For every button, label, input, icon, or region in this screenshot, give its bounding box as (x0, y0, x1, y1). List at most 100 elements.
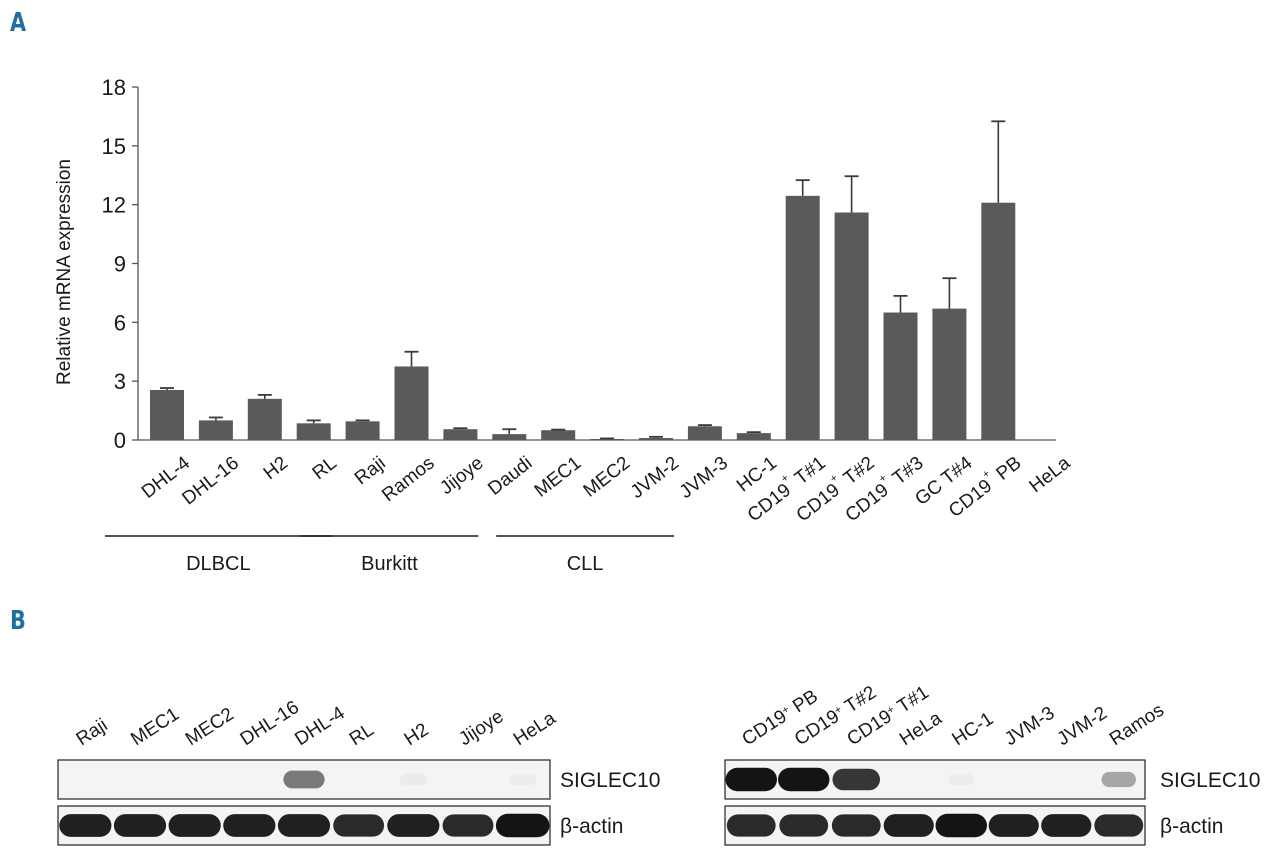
blot-band (509, 774, 536, 785)
blot-band (399, 773, 427, 786)
bar-h2 (247, 398, 282, 440)
blot-band (168, 814, 221, 837)
lane-label: H2 (401, 719, 433, 750)
blot-band (779, 814, 829, 837)
x-tick-label: Jijoye (436, 452, 487, 498)
lane-label-main: JVM-2 (1054, 703, 1111, 751)
x-tick-label: Ramos (378, 452, 438, 506)
x-tick-label-main: RL (309, 452, 341, 484)
x-tick-label: DHL-16 (178, 452, 243, 509)
lane-label-main: DHL-16 (237, 697, 303, 750)
y-axis-ticks: 0 3 6 9 12 15 18 (102, 75, 138, 453)
blot-row-label: SIGLEC10 (1160, 769, 1260, 792)
x-tick-label-main: Ramos (378, 452, 438, 506)
blot-band (1041, 814, 1092, 837)
lane-label: JVM-3 (1001, 703, 1058, 751)
x-tick-label: Daudi (484, 452, 536, 499)
lane-label-main: MEC1 (127, 704, 183, 750)
x-tick-label-main: Jijoye (436, 452, 487, 498)
x-tick-label-main: MEC2 (580, 452, 635, 501)
lane-label: Jijoye (455, 706, 507, 750)
blot-row-label: SIGLEC10 (560, 769, 660, 792)
lane-label-main: DHL-4 (291, 702, 349, 750)
bar-gc-t-4 (932, 308, 967, 440)
bar-chart: Relative mRNA expression 0 3 6 9 12 15 18 DHL-… (54, 75, 1074, 575)
blot-band (935, 813, 987, 838)
blot-row-label: β-actin (1160, 815, 1223, 838)
x-tick-label: JVM-3 (676, 452, 732, 502)
blot-row-siglec10: SIGLEC10 (724, 759, 1260, 800)
bar-dhl-4 (150, 389, 184, 440)
lane-label-main: MEC2 (182, 704, 238, 750)
y-tick-label: 6 (114, 310, 126, 335)
bar-cd19-t-2 (834, 212, 869, 440)
y-tick-label: 3 (114, 369, 126, 394)
x-tick-label: H2 (260, 452, 292, 484)
bar-hc-1 (736, 433, 771, 440)
bar-ramos (394, 366, 429, 440)
group-brackets: DLBCL Burkitt CLL (105, 535, 674, 575)
lane-label: MEC2 (182, 704, 238, 750)
bar-daudi (492, 434, 527, 440)
x-tick-label-main: Raji (351, 452, 390, 489)
x-tick-label: Raji (351, 452, 390, 489)
blot-row-siglec10: SIGLEC10 (57, 759, 660, 800)
bar-rl (296, 423, 331, 440)
lane-label-main: HeLa (510, 708, 560, 751)
y-axis-label: Relative mRNA expression (54, 159, 75, 385)
lane-label: MEC1 (127, 704, 183, 750)
lane-label-main: Jijoye (455, 706, 507, 750)
blot-band (726, 814, 776, 837)
group-label-cll: CLL (567, 553, 604, 575)
lane-label-main: HC-1 (949, 708, 998, 750)
x-tick-label-main: MEC1 (531, 452, 586, 501)
bar-mec1 (541, 430, 576, 440)
blot-band (333, 814, 385, 837)
lane-label-main: Raji (73, 715, 112, 750)
lane-label: RL (346, 719, 378, 750)
blot-row-beta-actin: β-actin (57, 805, 623, 846)
x-tick-label-main: JVM-3 (676, 452, 732, 502)
lane-label-main: RL (346, 719, 378, 750)
blot-row-label: β-actin (560, 815, 623, 838)
bar-jijoye (443, 429, 478, 440)
bar-jvm-3 (687, 426, 722, 440)
x-tick-label-rest: PB (988, 452, 1025, 487)
blot-band (59, 814, 112, 837)
blot-band (883, 814, 934, 837)
bars (150, 120, 1016, 440)
blot-row-beta-actin: β-actin (724, 805, 1223, 846)
x-tick-label: MEC1 (531, 452, 586, 501)
lane-label-main: JVM-3 (1001, 703, 1058, 751)
group-label-burkitt: Burkitt (361, 553, 418, 575)
bar-dhl-16 (198, 420, 233, 440)
blot-band (1101, 771, 1136, 788)
y-tick-label: 15 (102, 134, 126, 159)
blot-band (1094, 814, 1144, 837)
lane-label-superscript: + (885, 703, 897, 717)
x-tick-label-main: HeLa (1025, 452, 1074, 497)
blot-band (948, 774, 974, 785)
bar-mec2 (590, 439, 625, 440)
lane-label: Raji (73, 715, 112, 750)
panel-label-b: B (10, 606, 26, 636)
group-label-dlbcl: DLBCL (186, 553, 250, 575)
lane-label: HC-1 (949, 708, 998, 750)
lane-label: DHL-16 (237, 697, 303, 750)
x-tick-label-main: H2 (260, 452, 292, 484)
y-tick-label: 0 (114, 428, 126, 453)
blot-band (988, 814, 1039, 837)
x-tick-label: HeLa (1025, 452, 1074, 497)
blot-band (495, 813, 550, 838)
lane-label-main: H2 (401, 719, 433, 750)
lane-label-superscript: + (832, 703, 844, 717)
lane-label: HeLa (510, 708, 560, 751)
bar-cd19-pb (981, 202, 1016, 440)
y-tick-label: 12 (102, 193, 126, 218)
blot-band (725, 767, 777, 792)
